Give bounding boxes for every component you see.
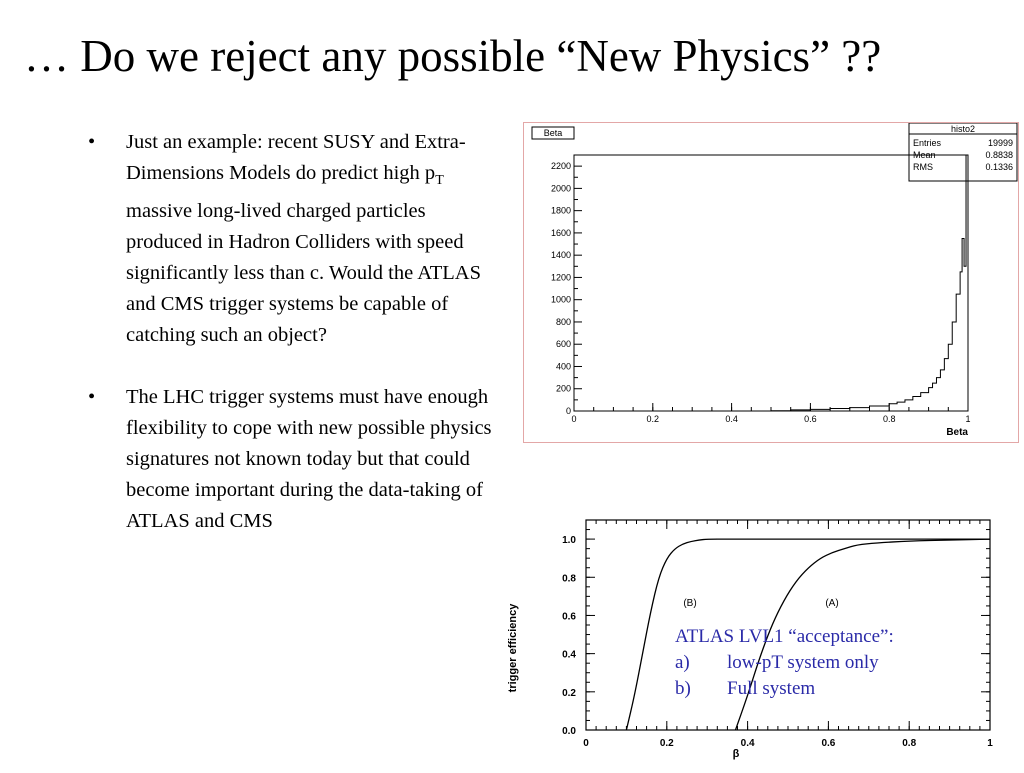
beta-histogram: Beta histo2 Entries 19999 Mean 0.8838 RM… xyxy=(524,123,1018,442)
x-tick-label: 0 xyxy=(571,414,576,424)
histogram-bin xyxy=(944,359,948,411)
acceptance-annotation: ATLAS LVL1 “acceptance”: a) low-pT syste… xyxy=(675,624,894,702)
histogram-bin xyxy=(948,344,952,411)
annotation-title: ATLAS LVL1 “acceptance”: xyxy=(675,624,894,650)
stats-label: Entries xyxy=(913,138,942,148)
beta-histogram-panel: Beta histo2 Entries 19999 Mean 0.8838 RM… xyxy=(523,122,1019,443)
y-tick-label: 1.0 xyxy=(562,535,576,546)
y-tick-label: 200 xyxy=(556,384,571,394)
histogram-bin xyxy=(810,409,830,411)
y-tick-label: 1600 xyxy=(551,228,571,238)
y-tick-label: 0.8 xyxy=(562,573,576,584)
x-tick-label: 0.8 xyxy=(883,414,896,424)
histogram-bin xyxy=(966,155,968,411)
x-tick-label: 0.2 xyxy=(660,738,674,749)
y-tick-label: 1200 xyxy=(551,272,571,282)
histogram-bin xyxy=(897,402,905,411)
bullet-text: The LHC trigger systems must have enough… xyxy=(126,386,492,532)
bullet-item-trigger: • The LHC trigger systems must have enou… xyxy=(88,382,493,537)
histogram-bin xyxy=(850,408,870,411)
histogram-bin xyxy=(964,266,966,411)
x-tick-label: 1 xyxy=(965,414,970,424)
x-tick-label: 0.2 xyxy=(647,414,660,424)
y-tick-label: 0.2 xyxy=(562,688,576,699)
y-tick-label: 1000 xyxy=(551,295,571,305)
histogram-bin xyxy=(929,388,933,411)
x-tick-label: 1 xyxy=(987,738,993,749)
bullet-dot: • xyxy=(88,382,95,413)
bullet-text-part: massive long-lived charged particles pro… xyxy=(126,200,481,346)
y-tick-label: 800 xyxy=(556,317,571,327)
y-tick-label: 600 xyxy=(556,339,571,349)
bullet-item-susy: • Just an example: recent SUSY and Extra… xyxy=(88,127,493,351)
y-tick-label: 2000 xyxy=(551,183,571,193)
y-tick-label: 0.6 xyxy=(562,611,576,622)
x-tick-label: 0.4 xyxy=(725,414,738,424)
y-tick-label: 400 xyxy=(556,361,571,371)
annotation-item-text: low-pT system only xyxy=(727,650,879,676)
y-tick-label: 1400 xyxy=(551,250,571,260)
histogram-bin xyxy=(936,378,940,411)
stats-name: histo2 xyxy=(951,124,975,134)
x-tick-label: 0.6 xyxy=(804,414,817,424)
histogram-bin xyxy=(913,397,921,411)
x-tick-label: 0.4 xyxy=(741,738,755,749)
stats-label: RMS xyxy=(913,162,933,172)
bullet-dot: • xyxy=(88,127,95,158)
annotation-item: a) low-pT system only xyxy=(675,650,894,676)
bullet-text-part: Just an example: recent SUSY and Extra-D… xyxy=(126,131,466,184)
hist-frame xyxy=(574,155,968,411)
histogram-bin xyxy=(956,294,960,411)
histogram-bin xyxy=(962,238,964,411)
annotation-item: b) Full system xyxy=(675,676,894,702)
annotation-item-label: a) xyxy=(675,650,727,676)
histogram-outline xyxy=(574,155,968,411)
y-tick-label: 0.0 xyxy=(562,726,576,737)
y-tick-label: 0.4 xyxy=(562,650,576,661)
histogram-bin xyxy=(870,406,890,411)
annotation-item-label: b) xyxy=(675,676,727,702)
series-label-a: (A) xyxy=(825,598,838,609)
histogram-bin xyxy=(933,383,937,411)
eff-x-label: β xyxy=(733,748,740,760)
annotation-item-text: Full system xyxy=(727,676,815,702)
x-tick-label: 0 xyxy=(583,738,589,749)
hist-title: Beta xyxy=(544,128,563,138)
eff-y-label: trigger efficiency xyxy=(507,603,519,693)
y-tick-label: 2200 xyxy=(551,161,571,171)
y-tick-label: 1800 xyxy=(551,206,571,216)
series-label-b: (B) xyxy=(683,598,696,609)
histogram-bin xyxy=(830,409,850,411)
histogram-bin xyxy=(791,410,811,411)
histogram-bin xyxy=(889,404,897,411)
bullet-list: • Just an example: recent SUSY and Extra… xyxy=(88,127,493,537)
x-tick-label: 0.6 xyxy=(821,738,835,749)
histogram-bin xyxy=(940,370,944,411)
x-tick-label: 0.8 xyxy=(902,738,916,749)
histogram-bin xyxy=(921,393,929,411)
histogram-bin xyxy=(905,400,913,411)
stats-value: 19999 xyxy=(988,138,1013,148)
stats-box: histo2 Entries 19999 Mean 0.8838 RMS 0.1… xyxy=(909,123,1017,181)
slide-title: … Do we reject any possible “New Physics… xyxy=(24,34,881,79)
histogram-bin xyxy=(960,272,962,411)
hist-x-label: Beta xyxy=(946,427,968,438)
subscript-t: T xyxy=(435,173,444,188)
histogram-bin xyxy=(952,322,956,411)
y-tick-label: 0 xyxy=(566,406,571,416)
stats-value: 0.1336 xyxy=(985,162,1013,172)
stats-value: 0.8838 xyxy=(985,150,1013,160)
